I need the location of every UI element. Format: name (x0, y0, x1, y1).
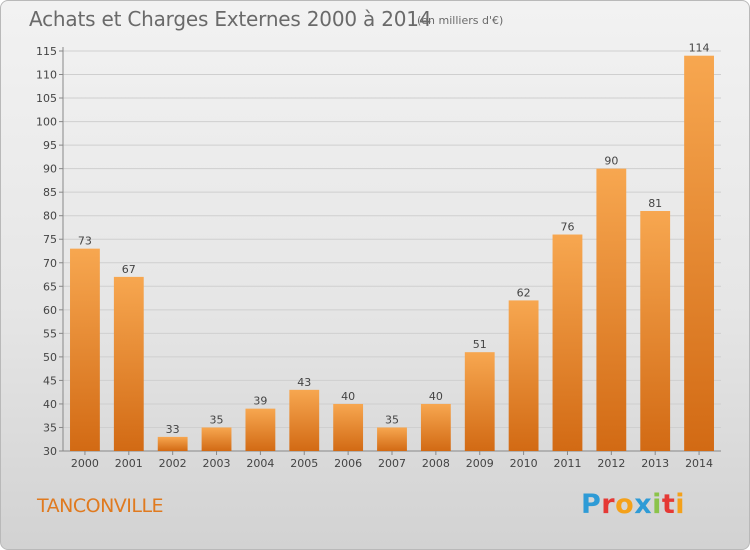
logo-letter: o (615, 489, 635, 520)
x-tick-label: 2005 (290, 457, 318, 470)
bar-value-label: 73 (78, 235, 92, 248)
bar (113, 276, 144, 451)
bar (289, 389, 320, 451)
y-tick-label: 45 (43, 374, 57, 387)
place-name: TANCONVILLE (37, 495, 164, 517)
bar-value-label: 40 (429, 390, 443, 403)
y-tick-label: 110 (36, 69, 57, 82)
y-tick-label: 55 (43, 327, 57, 340)
y-tick-label: 105 (36, 92, 57, 105)
bar-value-label: 76 (560, 221, 574, 234)
bar-value-label: 43 (297, 376, 311, 389)
x-tick-label: 2011 (553, 457, 581, 470)
bar-value-label: 81 (648, 197, 662, 210)
proxiti-logo: Proxiti (581, 489, 685, 520)
y-tick-label: 70 (43, 257, 57, 270)
unit-note: (en milliers d'€) (417, 14, 504, 27)
y-tick-label: 60 (43, 304, 57, 317)
logo-letter: P (581, 489, 602, 520)
x-tick-label: 2014 (685, 457, 713, 470)
x-tick-label: 2006 (334, 457, 362, 470)
bar (201, 427, 232, 451)
x-tick-label: 2003 (203, 457, 231, 470)
chart-title: Achats et Charges Externes 2000 à 2014 (29, 7, 432, 31)
y-tick-label: 115 (36, 45, 57, 58)
y-tick-label: 80 (43, 210, 57, 223)
y-tick-label: 100 (36, 116, 57, 129)
bar-value-label: 90 (604, 155, 618, 168)
logo-letter: i (652, 489, 662, 520)
y-tick-label: 95 (43, 139, 57, 152)
x-tick-label: 2008 (422, 457, 450, 470)
y-tick-label: 75 (43, 233, 57, 246)
logo-letter: x (634, 489, 653, 520)
logo-letter: i (675, 489, 686, 520)
y-tick-label: 35 (43, 421, 57, 434)
bar (157, 436, 188, 451)
x-tick-label: 2001 (115, 457, 143, 470)
x-tick-label: 2002 (159, 457, 187, 470)
bar (420, 403, 451, 451)
bar (70, 248, 100, 451)
bar (508, 300, 539, 451)
x-tick-label: 2009 (466, 457, 494, 470)
bar-value-label: 33 (166, 423, 180, 436)
bar (596, 168, 627, 451)
bar (333, 403, 364, 451)
bar-value-label: 51 (473, 338, 487, 351)
bar-value-label: 35 (385, 413, 399, 426)
bar-value-label: 35 (210, 413, 224, 426)
x-tick-label: 2010 (510, 457, 538, 470)
logo-letter: t (661, 489, 676, 520)
y-tick-label: 65 (43, 280, 57, 293)
y-tick-label: 30 (43, 445, 57, 458)
bar (245, 408, 276, 451)
x-tick-label: 2007 (378, 457, 406, 470)
bar-value-label: 67 (122, 263, 136, 276)
bar (640, 211, 671, 451)
x-tick-label: 2013 (641, 457, 669, 470)
x-tick-label: 2000 (71, 457, 99, 470)
y-tick-label: 85 (43, 186, 57, 199)
y-tick-label: 90 (43, 163, 57, 176)
bar-value-label: 62 (517, 286, 531, 299)
x-tick-label: 2004 (246, 457, 274, 470)
bar-value-label: 40 (341, 390, 355, 403)
bar (377, 427, 407, 451)
bar-value-label: 39 (253, 395, 267, 408)
y-tick-label: 40 (43, 398, 57, 411)
logo-letter: r (601, 489, 616, 520)
bar (552, 234, 583, 451)
bar (464, 352, 495, 451)
bar (684, 55, 714, 452)
x-tick-label: 2012 (597, 457, 625, 470)
y-tick-label: 50 (43, 351, 57, 364)
bar-value-label: 114 (689, 42, 710, 55)
